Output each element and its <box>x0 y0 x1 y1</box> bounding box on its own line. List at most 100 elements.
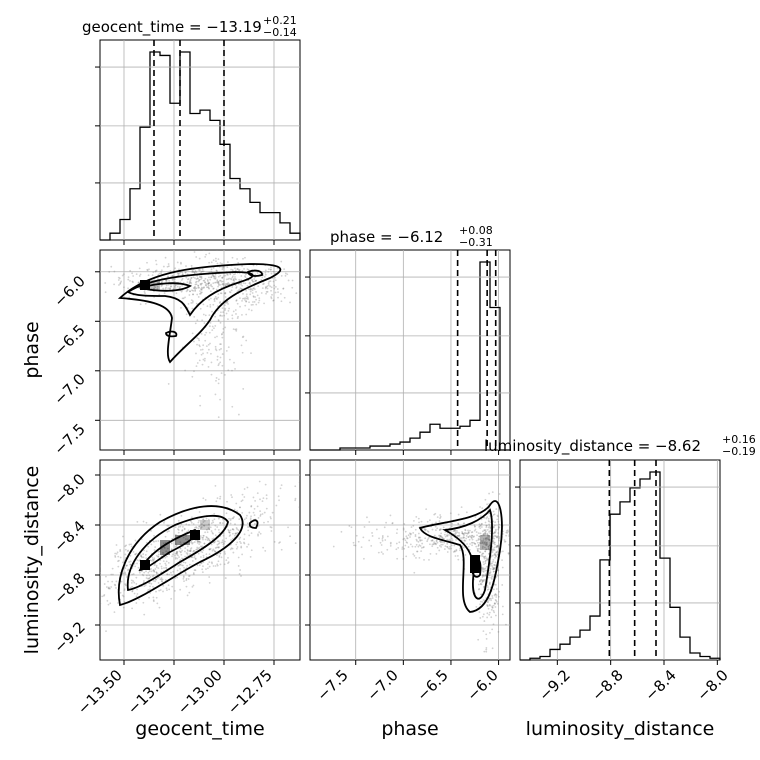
sample-point <box>160 269 163 272</box>
sample-point <box>423 527 426 530</box>
sample-point <box>165 560 168 563</box>
sample-point <box>497 544 499 547</box>
sample-point <box>234 523 236 526</box>
sample-point <box>456 531 459 534</box>
sample-point <box>93 298 95 300</box>
sample-point <box>451 537 453 540</box>
sample-point <box>235 502 238 505</box>
sample-point <box>217 540 220 543</box>
sample-point <box>492 570 495 573</box>
sample-point <box>484 498 487 501</box>
sample-point <box>234 278 237 280</box>
sample-point <box>160 578 163 581</box>
sample-point <box>134 553 137 556</box>
sample-point <box>235 278 238 281</box>
sample-point <box>237 565 240 567</box>
sample-point <box>128 561 131 563</box>
sample-point <box>203 286 205 289</box>
sample-point <box>405 535 408 538</box>
sample-point <box>255 303 258 306</box>
sample-point <box>461 532 464 535</box>
contour-phase-vs-geocent-time <box>117 263 282 364</box>
sample-point <box>284 274 287 277</box>
sample-point <box>174 285 177 288</box>
sample-point <box>261 276 264 279</box>
sample-point <box>208 565 211 568</box>
sample-point <box>133 581 136 584</box>
sample-point <box>186 553 189 556</box>
sample-point <box>464 539 467 542</box>
sample-point <box>200 283 202 286</box>
sample-point <box>222 280 224 283</box>
sample-point <box>239 506 241 509</box>
tick-label: −6.0 <box>50 272 88 310</box>
sample-point <box>138 287 141 289</box>
sample-point <box>415 543 418 546</box>
sample-point <box>484 531 487 534</box>
sample-point <box>481 581 484 584</box>
sample-point <box>463 534 465 537</box>
sample-point <box>164 556 167 559</box>
sample-point <box>435 543 437 546</box>
sample-point <box>514 536 516 538</box>
sample-point <box>489 530 492 532</box>
sample-point <box>145 570 147 573</box>
density-cell <box>175 535 190 545</box>
sample-point <box>434 525 437 528</box>
sample-point <box>503 539 506 541</box>
sample-point <box>446 546 449 548</box>
sample-point <box>476 549 479 552</box>
sample-point <box>448 538 451 541</box>
sample-point <box>439 541 442 544</box>
sample-point <box>249 288 252 291</box>
sample-point <box>210 530 213 532</box>
sample-point <box>244 275 246 278</box>
sample-point <box>127 549 130 552</box>
sample-point <box>480 522 483 525</box>
sample-point <box>440 535 442 538</box>
sample-point <box>168 588 171 591</box>
sample-point <box>220 311 222 314</box>
sample-point <box>494 535 497 538</box>
sample-point <box>202 521 205 523</box>
sample-point <box>230 518 232 520</box>
sample-point <box>118 277 121 280</box>
sample-point <box>214 275 217 278</box>
sample-point <box>464 528 467 531</box>
sample-point <box>184 571 187 574</box>
sample-point <box>497 574 499 577</box>
sample-point <box>189 550 192 552</box>
sample-point <box>455 529 458 532</box>
sample-point <box>110 265 113 268</box>
sample-point <box>479 527 482 530</box>
sample-point <box>208 252 211 255</box>
sample-point <box>259 498 261 501</box>
sample-point <box>247 543 250 546</box>
sample-point <box>245 517 248 519</box>
sample-point <box>170 597 173 600</box>
sample-point <box>84 613 86 615</box>
sample-point <box>263 521 265 524</box>
sample-point <box>489 604 491 607</box>
sample-point <box>465 532 468 535</box>
sample-point <box>298 506 300 509</box>
sample-point <box>155 259 157 262</box>
sample-point <box>462 533 465 535</box>
sample-point <box>241 553 244 556</box>
sample-point <box>209 290 212 293</box>
sample-point <box>485 517 488 520</box>
sample-point <box>438 549 441 552</box>
sample-point <box>215 288 218 291</box>
sample-point <box>159 562 161 565</box>
sample-point <box>141 573 144 576</box>
sample-point <box>484 574 487 577</box>
sample-point <box>422 546 425 549</box>
sample-point <box>136 588 138 591</box>
sample-point <box>237 315 239 318</box>
sample-point <box>171 585 174 588</box>
sample-point <box>254 279 257 282</box>
sample-point <box>251 289 254 292</box>
sample-point <box>123 589 126 592</box>
sample-point <box>225 512 228 515</box>
sample-point <box>228 277 231 280</box>
